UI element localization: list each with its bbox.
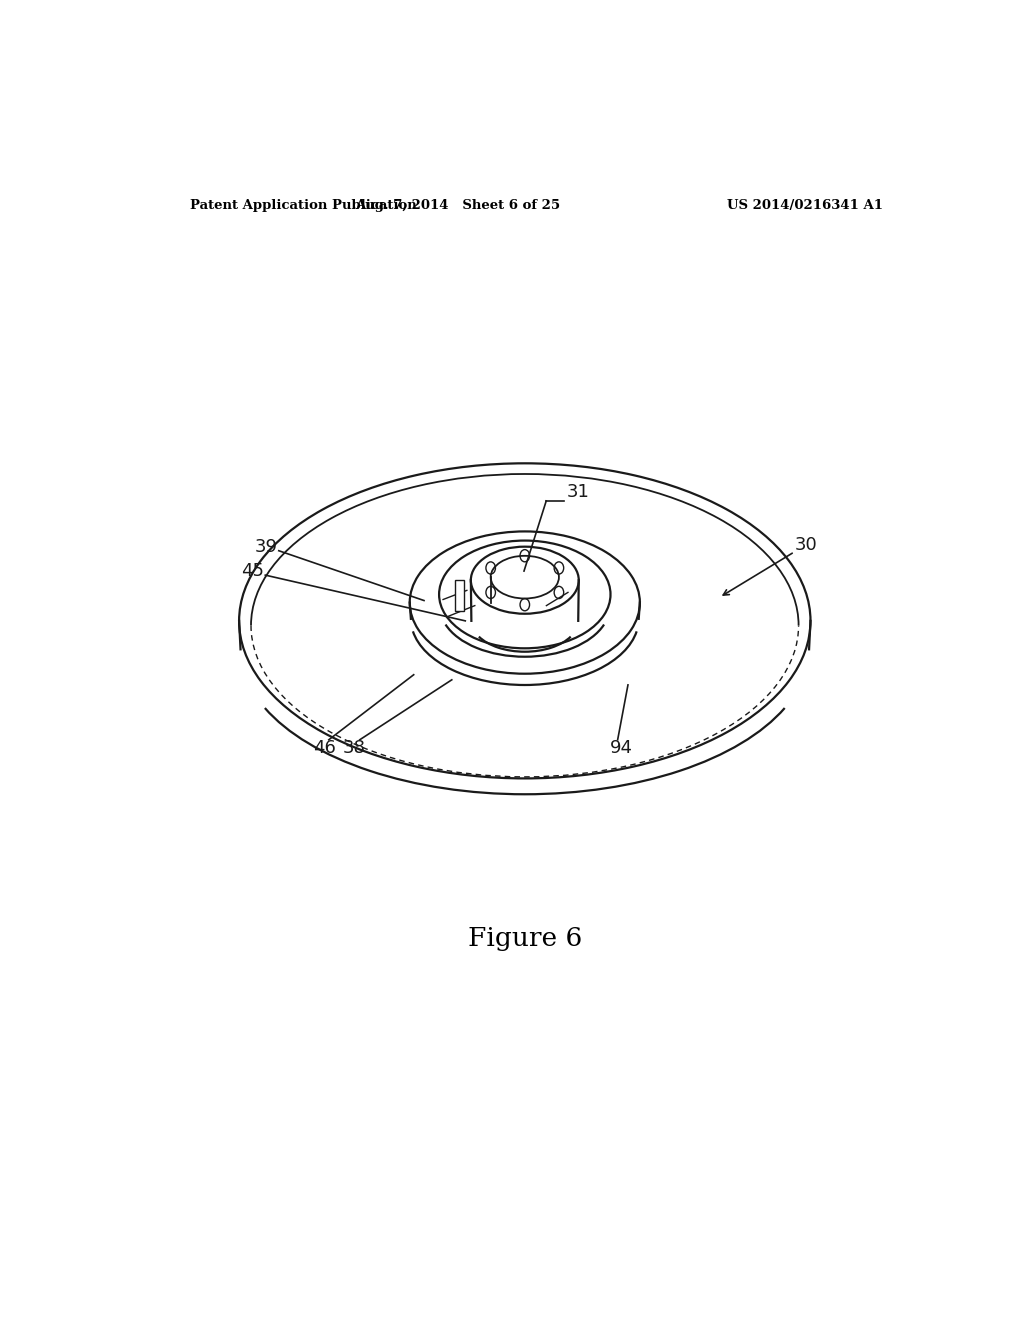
Text: 45: 45: [242, 562, 264, 579]
Text: US 2014/0216341 A1: US 2014/0216341 A1: [727, 199, 883, 213]
Text: Patent Application Publication: Patent Application Publication: [189, 199, 417, 213]
Text: 38: 38: [342, 739, 366, 756]
Text: 94: 94: [609, 739, 633, 756]
Text: 30: 30: [795, 536, 817, 553]
Bar: [455, 581, 465, 611]
Text: Aug. 7, 2014   Sheet 6 of 25: Aug. 7, 2014 Sheet 6 of 25: [354, 199, 560, 213]
Text: Figure 6: Figure 6: [468, 925, 582, 950]
Text: 31: 31: [567, 483, 590, 500]
Text: 46: 46: [313, 739, 336, 756]
Text: 39: 39: [255, 537, 278, 556]
